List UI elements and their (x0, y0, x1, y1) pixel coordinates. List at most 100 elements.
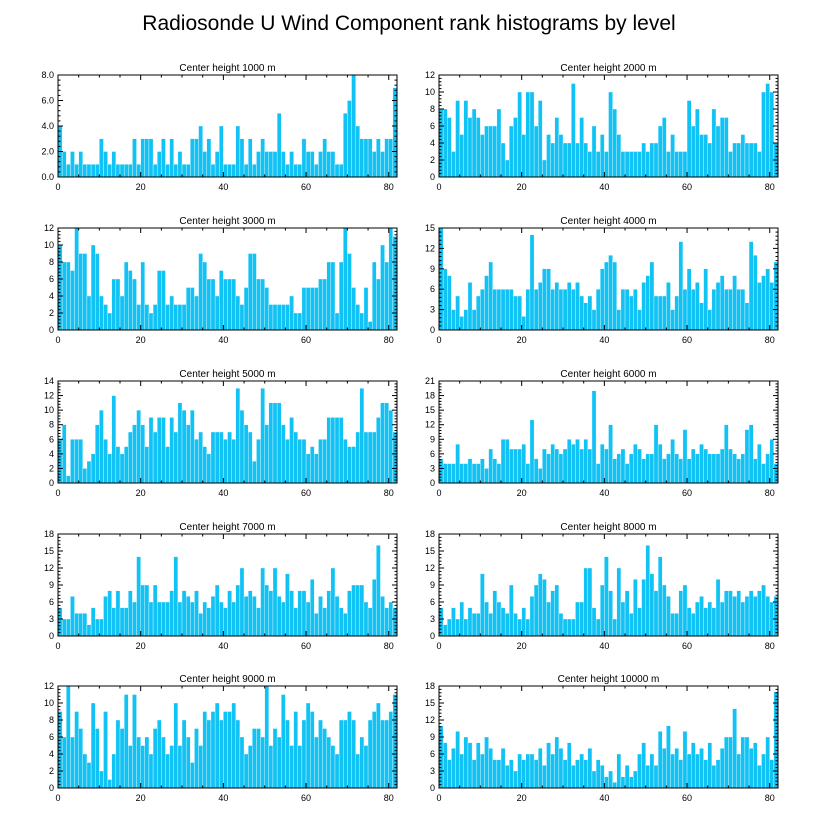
histogram-bar (161, 601, 166, 637)
y-tick-label: 0 (49, 783, 54, 793)
histogram-bar (579, 448, 584, 484)
histogram-bar (285, 304, 290, 331)
histogram-bar (235, 295, 241, 331)
histogram-bar (674, 453, 679, 484)
histogram-bar (343, 439, 348, 484)
histogram-bar (128, 270, 133, 331)
histogram-bar (732, 275, 737, 331)
plot-frame (438, 380, 779, 484)
histogram-bar (103, 151, 108, 178)
histogram-bar (115, 446, 121, 484)
histogram-bar (620, 448, 626, 484)
histogram-bar (355, 584, 360, 637)
y-tick-label: 0 (430, 325, 435, 335)
histogram-bar (326, 151, 332, 178)
histogram-bar (513, 770, 518, 789)
y-tick-label: 18 (425, 391, 435, 401)
histogram-bar (517, 91, 522, 178)
histogram-bar (140, 424, 145, 484)
histogram-bar (442, 624, 448, 637)
y-tick-label: 0 (430, 783, 435, 793)
histogram-bar (247, 431, 253, 484)
histogram-bar (542, 268, 547, 331)
histogram-bar (719, 448, 725, 484)
histogram-bar (719, 748, 725, 789)
histogram-bar (310, 579, 315, 637)
histogram-bar (301, 719, 307, 789)
histogram-bar (384, 402, 389, 484)
histogram-bar (467, 742, 473, 789)
histogram-bar (95, 728, 100, 789)
histogram-bar (492, 458, 498, 484)
panel-title: Center height 8000 m (560, 522, 656, 533)
histogram-bar (686, 458, 692, 484)
histogram-bar (144, 138, 150, 178)
y-tick-label: 6 (49, 274, 54, 284)
histogram-bar (447, 275, 452, 331)
histogram-bar (347, 253, 352, 331)
histogram-bar (558, 134, 564, 178)
histogram-bar (496, 601, 502, 637)
histogram-bar (119, 453, 125, 484)
histogram-bar (343, 613, 348, 637)
x-tick-label: 20 (136, 182, 146, 192)
histogram-bar (521, 316, 526, 331)
histogram-bar (148, 601, 154, 637)
histogram-bar (268, 402, 274, 484)
histogram-bar (86, 624, 92, 637)
histogram-bar (484, 125, 489, 178)
histogram-bar (579, 295, 584, 331)
histogram-bar (214, 431, 220, 484)
histogram-bar (769, 439, 775, 484)
histogram-bar (480, 289, 485, 331)
histogram-bar (620, 601, 626, 637)
histogram-bar (194, 728, 199, 789)
histogram-bar (66, 475, 71, 484)
histogram-bar (128, 164, 133, 178)
histogram-bar (682, 151, 688, 178)
histogram-bar (128, 590, 133, 637)
histogram-bar (276, 113, 282, 178)
histogram-bar (190, 409, 195, 484)
histogram-bar (467, 282, 473, 331)
histogram-bar (484, 736, 489, 789)
histogram-bar (571, 765, 576, 789)
histogram-panel: Center height 5000 m 0 20 40 60 80 0 2 4 6 8 10 12 14 (44, 369, 398, 498)
histogram-bar (202, 711, 208, 789)
histogram-bar (70, 151, 75, 178)
histogram-bar (119, 164, 125, 178)
histogram-bar (103, 596, 108, 637)
histogram-bar (343, 227, 348, 331)
histogram-bar (123, 164, 129, 178)
histogram-bar (583, 567, 589, 637)
histogram-bar (566, 142, 572, 178)
histogram-bar (628, 453, 634, 484)
histogram-bar (252, 460, 257, 484)
histogram-bar (471, 759, 477, 789)
histogram-bar (600, 134, 605, 178)
histogram-bar (57, 439, 63, 484)
histogram-bar (297, 745, 303, 789)
histogram-bar (525, 753, 531, 789)
y-tick-label: 15 (425, 223, 435, 233)
histogram-bar (231, 278, 236, 331)
histogram-bar (318, 596, 323, 637)
histogram-bar (459, 463, 464, 484)
y-tick-label: 9 (430, 580, 435, 590)
histogram-bar (736, 142, 741, 178)
histogram-bar (529, 596, 535, 637)
histogram-bar (591, 309, 597, 331)
histogram-bar (583, 302, 589, 331)
histogram-bar (753, 142, 758, 178)
histogram-bar (239, 567, 245, 637)
histogram-bar (235, 584, 241, 637)
histogram-bar (376, 545, 381, 637)
histogram-bar (115, 719, 121, 789)
histogram-bar (185, 424, 191, 484)
histogram-bar (256, 151, 261, 178)
histogram-bar (330, 417, 336, 484)
histogram-bar (181, 719, 187, 789)
histogram-bar (529, 91, 535, 178)
histogram-bar (562, 448, 568, 484)
y-tick-label: 8.0 (41, 70, 54, 80)
